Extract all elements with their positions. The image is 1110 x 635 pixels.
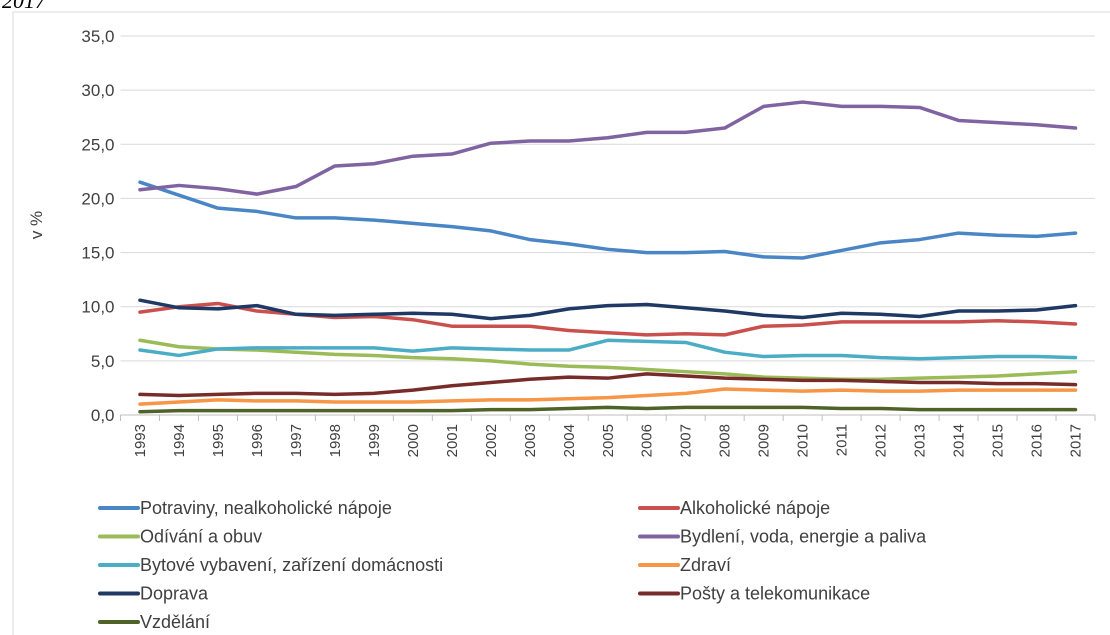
x-tick-label: 2016 [1029, 424, 1046, 457]
series-line [138, 372, 1078, 398]
legend-label: Vzdělání [140, 612, 210, 632]
x-tick-label: 2008 [717, 424, 734, 457]
legend-label: Bydlení, voda, energie a paliva [680, 527, 927, 547]
x-tick-label: 2013 [912, 424, 929, 457]
legend-label: Doprava [140, 584, 209, 604]
series-line [138, 338, 1078, 382]
x-tick-label: 2007 [678, 424, 695, 457]
x-tick-label: 1993 [132, 424, 149, 457]
series-line [138, 301, 1078, 337]
series-line [138, 405, 1078, 414]
x-tick-label: 2001 [444, 424, 461, 457]
legend-label: Bytové vybavení, zařízení domácnosti [140, 555, 443, 575]
y-tick-label: 20,0 [81, 189, 114, 208]
y-axis-label: v % [27, 211, 46, 239]
y-tick-label: 10,0 [81, 298, 114, 317]
chart-title: 2017 [2, 0, 47, 13]
y-tick-label: 25,0 [81, 135, 114, 154]
series-line [138, 338, 1078, 361]
x-tick-label: 2003 [522, 424, 539, 457]
legend-label: Pošty a telekomunikace [680, 584, 870, 604]
x-tick-label: 2005 [600, 424, 617, 457]
x-tick-label: 1997 [288, 424, 305, 457]
y-tick-label: 0,0 [91, 406, 115, 425]
x-tick-label: 1995 [210, 424, 227, 457]
x-tick-label: 2009 [756, 424, 773, 457]
x-tick-label: 2006 [639, 424, 656, 457]
x-tick-label: 2000 [405, 424, 422, 457]
series-line [138, 298, 1078, 321]
x-tick-label: 2015 [990, 424, 1007, 457]
x-tick-label: 2004 [561, 424, 578, 457]
y-tick-label: 15,0 [81, 244, 114, 263]
y-tick-label: 35,0 [81, 27, 114, 46]
chart-frame [12, 11, 1110, 635]
y-tick-label: 30,0 [81, 81, 114, 100]
x-tick-label: 2014 [951, 424, 968, 457]
legend-label: Alkoholické nápoje [680, 498, 830, 518]
series-line [138, 180, 1078, 260]
legend-label: Potraviny, nealkoholické nápoje [140, 498, 392, 518]
x-tick-label: 2017 [1068, 424, 1085, 457]
series-line [138, 100, 1078, 196]
y-tick-label: 5,0 [91, 352, 115, 371]
x-tick-label: 2002 [483, 424, 500, 457]
x-tick-label: 2012 [873, 424, 890, 457]
x-tick-label: 2010 [795, 424, 812, 457]
series-line [138, 387, 1078, 406]
x-tick-label: 1994 [171, 424, 188, 457]
x-tick-label: 1999 [366, 424, 383, 457]
x-tick-label: 2011 [834, 424, 851, 456]
x-tick-label: 1998 [327, 424, 344, 457]
legend-label: Zdraví [680, 555, 731, 575]
legend-label: Odívání a obuv [140, 527, 262, 547]
x-tick-label: 1996 [249, 424, 266, 457]
